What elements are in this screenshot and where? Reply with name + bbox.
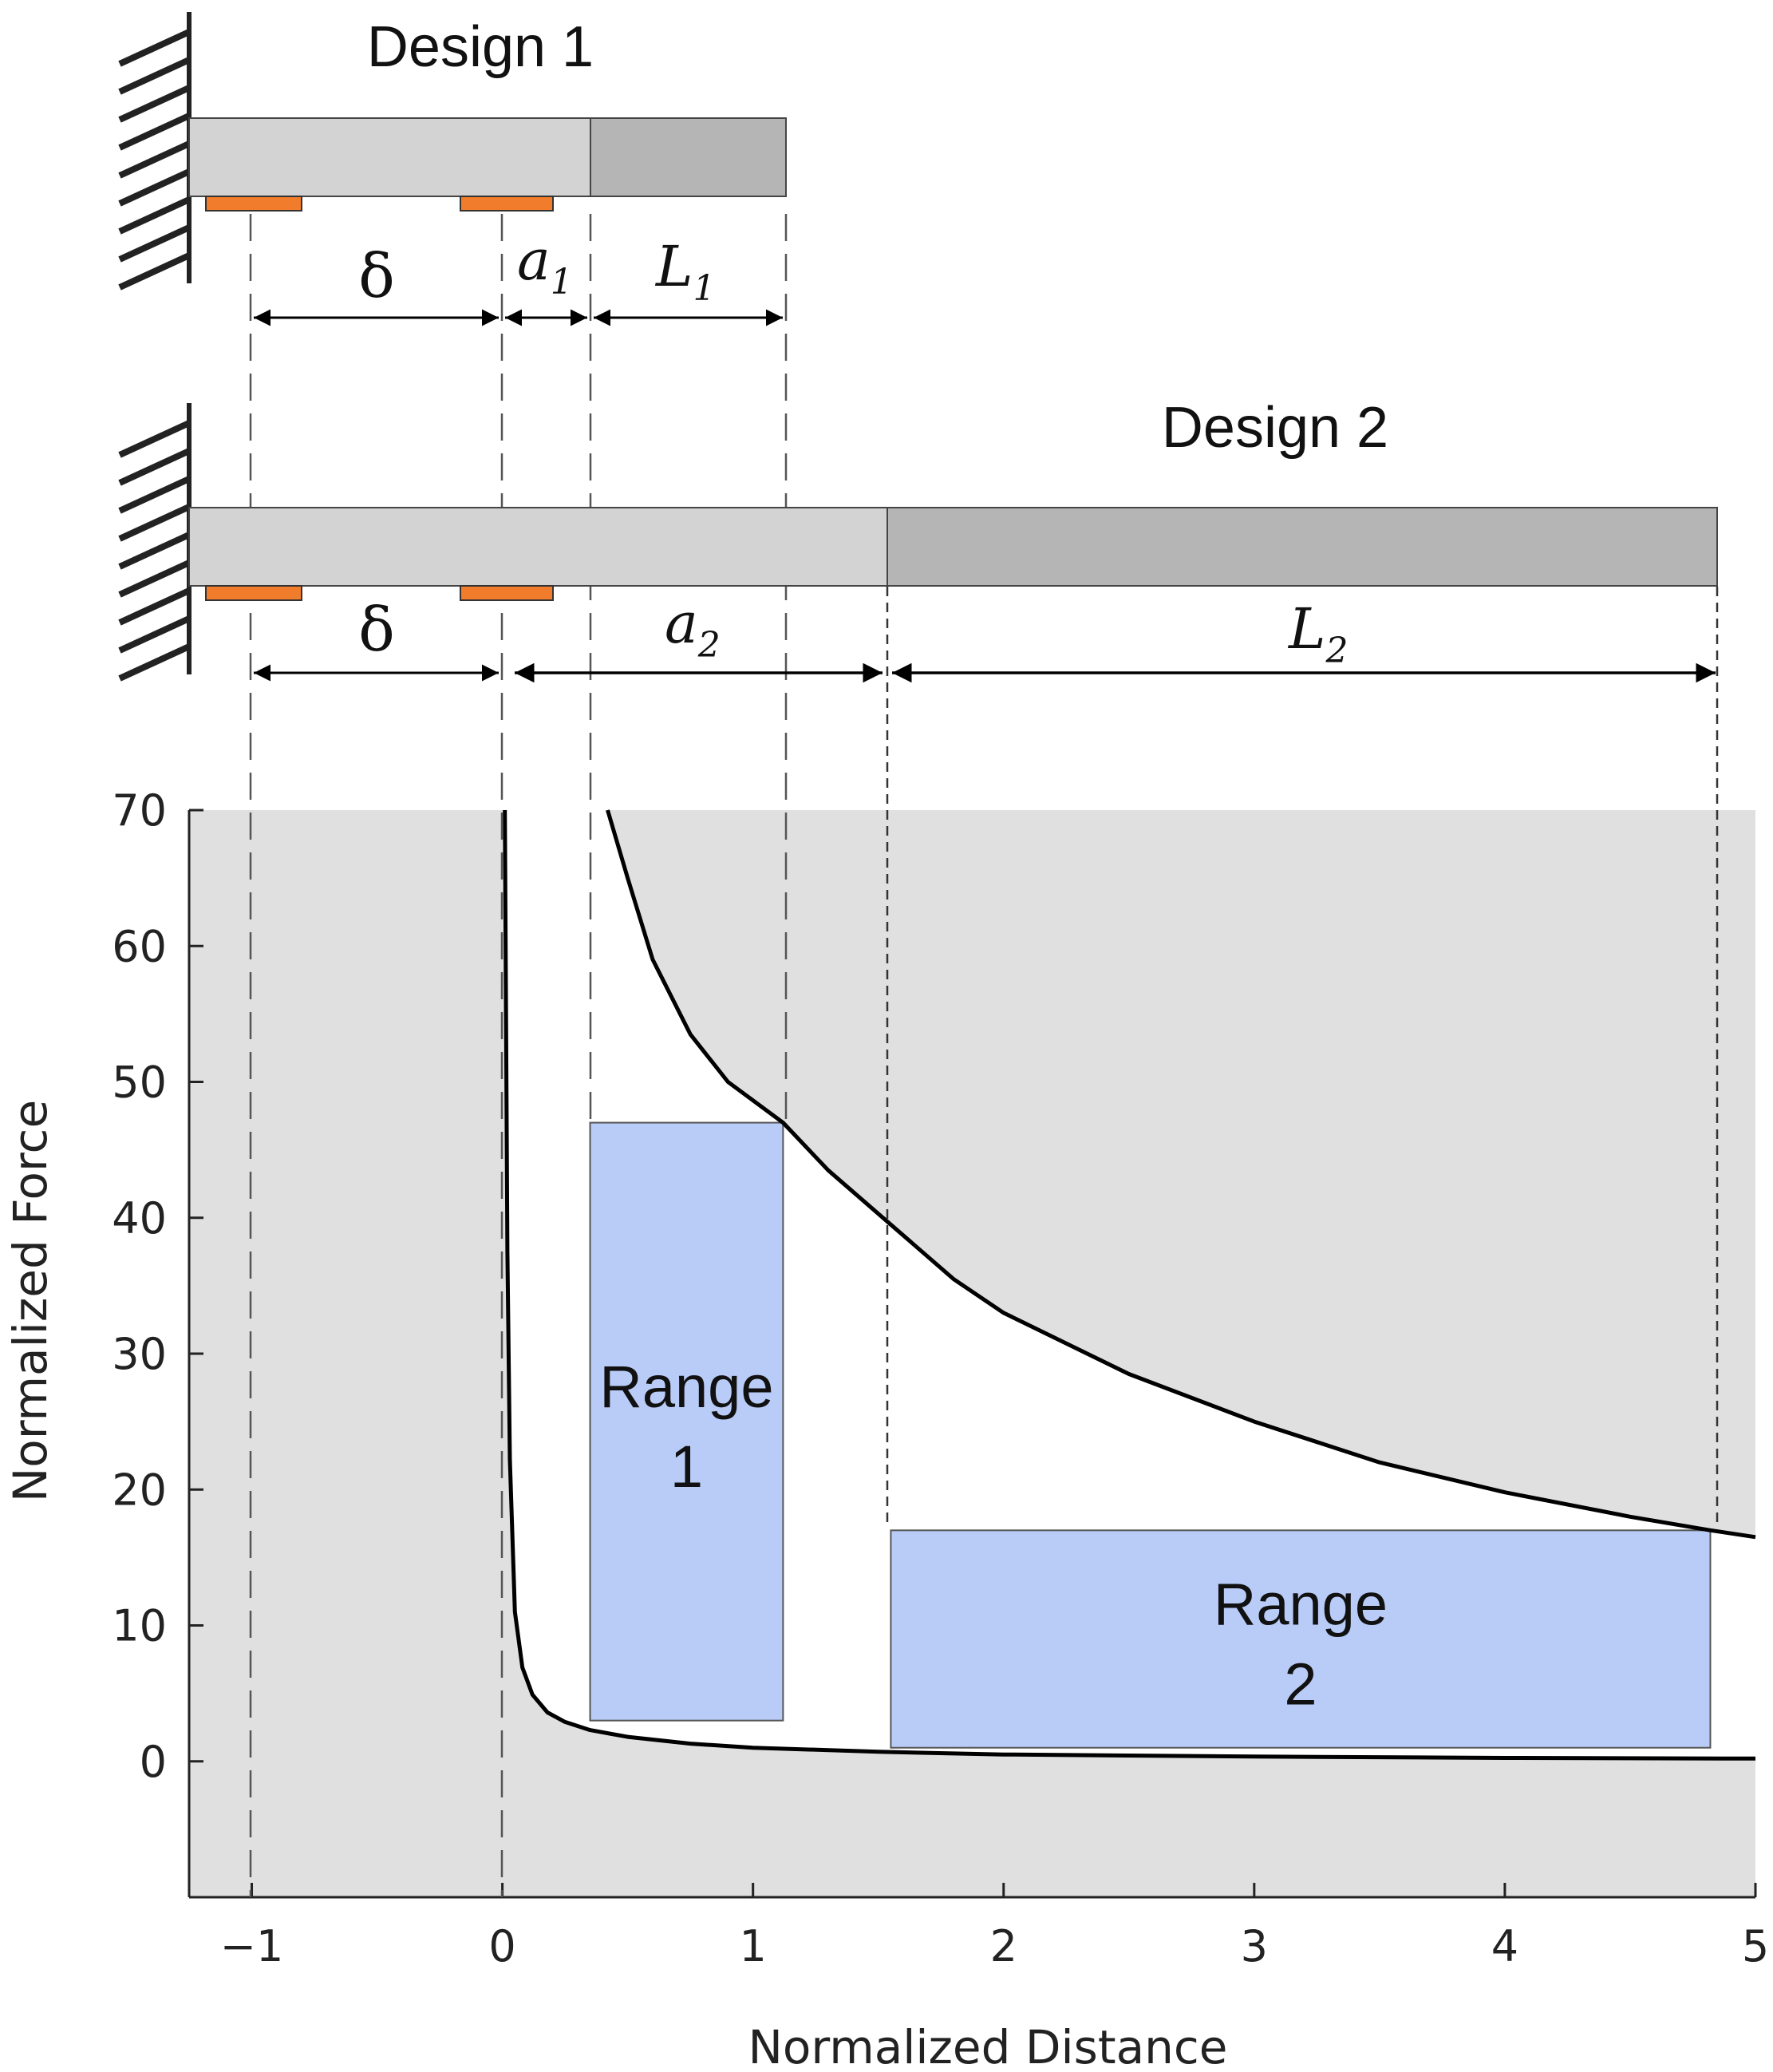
delta-label-1: δ	[358, 240, 395, 311]
range-2-label-line2: 2	[1284, 1651, 1317, 1718]
x-tick-label: 1	[740, 1921, 767, 1971]
range-2: Range 2	[890, 1529, 1712, 1749]
beam-1-anchor-section	[188, 117, 591, 197]
beam-1-tip-section	[590, 117, 787, 197]
range-2-label-line1: Range	[1214, 1572, 1388, 1638]
L2-label: L2	[1287, 596, 1348, 671]
y-tick-label: 20	[112, 1465, 167, 1515]
y-tick-label: 40	[112, 1193, 167, 1244]
y-tick-label: 30	[112, 1329, 167, 1379]
y-ticks: 0 10 20 30 40 50 60 70	[112, 785, 203, 1787]
delta-label-2: δ	[358, 594, 395, 665]
x-ticks: −1 0 1 2 3 4 5	[220, 1883, 1769, 1971]
curve-2	[606, 809, 1756, 1540]
x-tick-label: 4	[1491, 1921, 1518, 1971]
design-1-diagram: Design 1 δ a1 L1	[118, 12, 787, 326]
design-2-title: Design 2	[1162, 396, 1388, 460]
x-tick-label: 5	[1742, 1921, 1769, 1971]
x-tick-label: 0	[488, 1921, 515, 1971]
x-tick-label: 3	[1241, 1921, 1268, 1971]
wall-hatch-1	[118, 12, 192, 291]
a1-label: a1	[517, 227, 573, 302]
y-axis-label: Normalized Force	[3, 1100, 57, 1502]
x-tick-label: 2	[990, 1921, 1017, 1971]
design-1-title: Design 1	[367, 15, 594, 79]
range-1-label-line2: 1	[670, 1433, 703, 1500]
L1-label: L1	[654, 234, 715, 309]
beam-2-tip-section	[886, 507, 1718, 587]
x-tick-label: −1	[220, 1921, 284, 1971]
electrode-2-right	[460, 585, 554, 601]
range-1-label-line1: Range	[599, 1354, 773, 1420]
range-2-box	[890, 1529, 1712, 1749]
y-tick-label: 0	[140, 1737, 167, 1787]
curves-layer	[503, 809, 1756, 1761]
y-tick-label: 70	[112, 785, 167, 836]
y-tick-label: 10	[112, 1601, 167, 1651]
electrode-1-left	[205, 196, 302, 212]
feasible-region	[504, 810, 1756, 1759]
electrode-1-right	[460, 196, 554, 212]
electrode-2-left	[205, 585, 302, 601]
wall-hatch-2	[118, 403, 192, 682]
y-tick-label: 50	[112, 1058, 167, 1108]
curve-1	[503, 809, 1756, 1761]
x-axis-label: Normalized Distance	[748, 2020, 1228, 2072]
range-1-box	[589, 1121, 784, 1722]
force-distance-chart: Range 1 Range 2 −1 0 1 2 3 4 5 0 10 20 30 40 50 60 70 No…	[3, 785, 1769, 2072]
y-tick-label: 60	[112, 921, 167, 971]
range-1: Range 1	[589, 1121, 784, 1722]
ranges-layer: Range 1 Range 2	[589, 1121, 1712, 1749]
a2-label: a2	[665, 591, 721, 666]
design-2-diagram: Design 2 δ a2 L2	[118, 396, 1718, 683]
beam-2-anchor-section	[188, 507, 888, 587]
